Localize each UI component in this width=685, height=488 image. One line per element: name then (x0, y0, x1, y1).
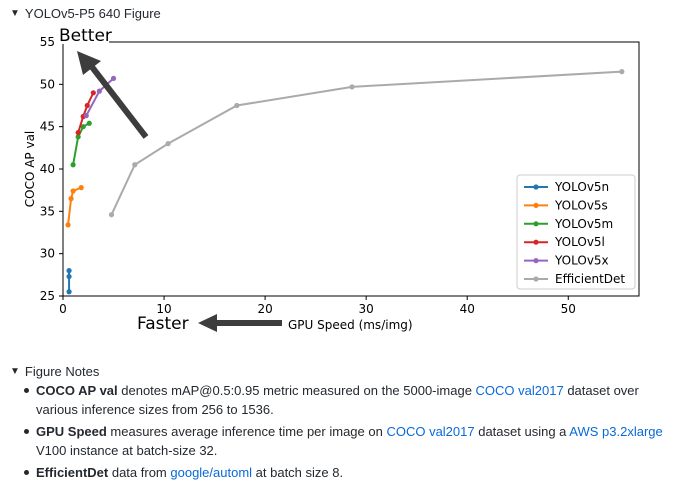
data-point (108, 212, 115, 218)
note-text: data from (108, 465, 171, 480)
expanded-triangle-icon: ▼ (10, 8, 20, 19)
link-coco-val2017[interactable]: COCO val2017 (475, 383, 564, 398)
series-yolov5s (65, 185, 84, 228)
note-text: dataset using a (474, 424, 570, 439)
faster-arrow-head (198, 314, 217, 332)
legend-swatch-marker (533, 202, 539, 208)
figure-notes-list: COCO AP val denotes mAP@0.5:0.95 metric … (22, 381, 672, 485)
y-axis-label: COCO AP val (23, 131, 37, 208)
data-point (66, 273, 72, 280)
note-text: V100 instance at batch-size 32. (36, 443, 218, 458)
legend-label: YOLOv5s (554, 198, 608, 212)
data-point (83, 113, 89, 119)
legend-swatch-marker (533, 221, 539, 227)
x-tick-label: 30 (359, 302, 374, 316)
series-line (67, 186, 82, 225)
plot-frame (62, 41, 640, 297)
y-tick-label: 35 (40, 204, 55, 218)
data-point (78, 185, 84, 191)
x-tick-label: 40 (460, 302, 475, 316)
data-point (68, 196, 74, 202)
better-arrow-shaft (89, 65, 149, 139)
x-axis-label: GPU Speed (ms/img) (288, 318, 413, 332)
better-label-bg (59, 27, 109, 44)
data-point (65, 222, 71, 228)
note-text: measures average inference time per imag… (106, 424, 387, 439)
series-yolov5m (70, 120, 92, 168)
x-tick-label: 0 (59, 302, 67, 316)
yolov5-chart: 0 10 20 30 40 50 25 30 35 40 45 50 55 COCO AP val GPU … (23, 26, 640, 334)
link-google-automl[interactable]: google/automl (170, 465, 253, 480)
data-point (165, 141, 171, 147)
series-line (77, 92, 95, 133)
faster-annotation: Faster (137, 314, 189, 334)
x-tick-label: 10 (156, 302, 171, 316)
x-tick-label: 20 (257, 302, 272, 316)
note-gpu-speed: GPU Speed measures average inference tim… (22, 422, 672, 460)
data-point (110, 75, 117, 82)
y-tick-label: 50 (40, 77, 55, 91)
legend-label: YOLOv5l (554, 235, 605, 249)
data-point (132, 162, 138, 168)
series-yolov5n (66, 268, 72, 295)
series-yolov5x (83, 75, 117, 119)
series-efficientdet (108, 69, 625, 218)
data-point (75, 134, 81, 140)
data-point (80, 124, 86, 130)
data-point (70, 162, 76, 168)
note-text: denotes mAP@0.5:0.95 metric measured on … (117, 383, 476, 398)
data-point (84, 102, 90, 109)
y-tick-label: 55 (40, 35, 55, 49)
legend-label: YOLOv5m (554, 217, 613, 231)
note-term: COCO AP val (36, 383, 118, 398)
y-tick-label: 30 (40, 247, 55, 261)
data-point (90, 90, 96, 96)
legend-label: EfficientDet (555, 272, 625, 286)
series-line (72, 122, 90, 165)
x-tick-label: 50 (561, 302, 576, 316)
legend-swatch-marker (533, 276, 539, 282)
notes-summary-label: Figure Notes (24, 364, 100, 379)
note-ap-val: COCO AP val denotes mAP@0.5:0.95 metric … (22, 381, 672, 419)
series-yolov5l (75, 90, 96, 136)
link-coco-val2017[interactable]: COCO val2017 (386, 424, 475, 439)
data-point (619, 69, 625, 75)
note-text: at batch size 8. (252, 465, 344, 480)
y-tick-label: 45 (40, 120, 55, 134)
legend-swatch-marker (533, 258, 539, 264)
legend-swatch-marker (533, 239, 539, 245)
expanded-triangle-icon: ▼ (10, 366, 20, 377)
link-aws-p3[interactable]: AWS p3.2xlarge (569, 424, 663, 439)
note-efficientdet: EfficientDet data from google/automl at … (22, 463, 672, 482)
data-point (234, 102, 240, 109)
figure-summary-label: YOLOv5-P5 640 Figure (24, 6, 161, 21)
data-point (349, 84, 355, 90)
data-point (96, 88, 102, 94)
legend-label: YOLOv5n (554, 180, 609, 194)
legend-label: YOLOv5x (554, 254, 609, 268)
better-annotation: Better (59, 26, 112, 46)
note-term: GPU Speed (36, 424, 107, 439)
figure-summary-toggle[interactable]: ▼ YOLOv5-P5 640 Figure (10, 6, 161, 21)
data-point (66, 268, 72, 274)
data-point (70, 188, 76, 194)
data-point (66, 289, 72, 295)
y-tick-label: 40 (40, 162, 55, 176)
better-arrow-head (77, 51, 101, 75)
notes-summary-toggle[interactable]: ▼ Figure Notes (10, 364, 99, 379)
note-term: EfficientDet (36, 465, 109, 480)
note-text: dataset over various inference sizes fro… (36, 383, 639, 417)
data-point (86, 120, 92, 126)
data-point (75, 129, 81, 136)
legend-swatch-marker (533, 184, 539, 190)
series-line (110, 70, 622, 216)
y-tick-label: 25 (40, 289, 55, 303)
